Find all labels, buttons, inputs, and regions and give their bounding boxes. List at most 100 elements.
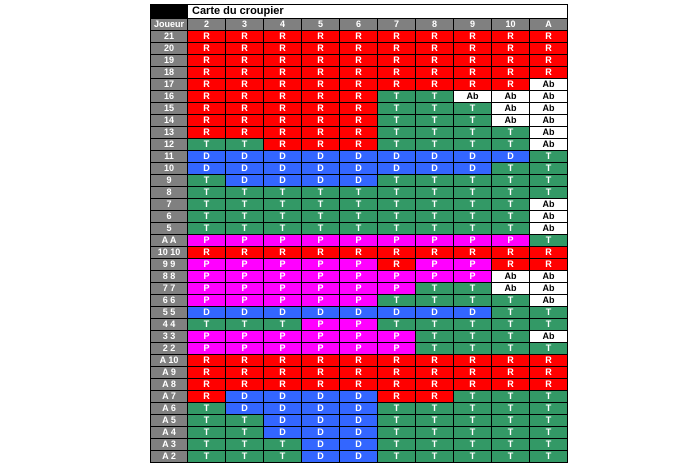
cell-66-vs-6: P bbox=[339, 294, 378, 307]
cell-88-vs-2: P bbox=[187, 270, 226, 283]
row-20: 20 R R R R R R R R R R bbox=[150, 42, 568, 55]
cell-8-vs-7: T bbox=[377, 186, 416, 199]
cell-14-vs-5: R bbox=[301, 114, 340, 127]
player-hand-label-13: 13 bbox=[150, 126, 188, 139]
player-hand-label-5-5: 5 5 bbox=[150, 306, 188, 319]
cell-33-vs-4: P bbox=[263, 330, 302, 343]
cell-A8-vs-6: R bbox=[339, 378, 378, 391]
cell-A5-vs-7: T bbox=[377, 414, 416, 427]
cell-A8-vs-8: R bbox=[415, 378, 454, 391]
cell-88-vs-6: P bbox=[339, 270, 378, 283]
cell-17-vs-3: R bbox=[225, 78, 264, 91]
cell-A3-vs-9: T bbox=[453, 438, 492, 451]
cell-33-vs-6: P bbox=[339, 330, 378, 343]
cell-22-vs-3: P bbox=[225, 342, 264, 355]
cell-88-vs-8: P bbox=[415, 270, 454, 283]
cell-99-vs-6: P bbox=[339, 258, 378, 271]
cell-19-vs-8: R bbox=[415, 54, 454, 67]
cell-5-vs-4: T bbox=[263, 222, 302, 235]
cell-A8-vs-4: R bbox=[263, 378, 302, 391]
cell-18-vs-7: R bbox=[377, 66, 416, 79]
player-hand-label-10-10: 10 10 bbox=[150, 246, 188, 259]
player-hand-label-7: 7 bbox=[150, 198, 188, 211]
cell-22-vs-6: P bbox=[339, 342, 378, 355]
cell-19-vs-4: R bbox=[263, 54, 302, 67]
cell-9-vs-5: D bbox=[301, 174, 340, 187]
player-hand-label-A-6: A 6 bbox=[150, 402, 188, 415]
cell-66-vs-4: P bbox=[263, 294, 302, 307]
cell-1010-vs-2: R bbox=[187, 246, 226, 259]
cell-A7-vs-5: D bbox=[301, 390, 340, 403]
cell-1010-vs-7: R bbox=[377, 246, 416, 259]
cell-A6-vs-3: D bbox=[225, 402, 264, 415]
cell-A4-vs-8: T bbox=[415, 426, 454, 439]
player-hand-label-3-3: 3 3 bbox=[150, 330, 188, 343]
cell-44-vs-A: T bbox=[529, 318, 568, 331]
cell-A3-vs-4: T bbox=[263, 438, 302, 451]
cell-8-vs-A: T bbox=[529, 186, 568, 199]
cell-16-vs-A: Ab bbox=[529, 90, 568, 103]
player-hand-label-16: 16 bbox=[150, 90, 188, 103]
cell-44-vs-3: T bbox=[225, 318, 264, 331]
cell-A7-vs-8: R bbox=[415, 390, 454, 403]
cell-12-vs-6: R bbox=[339, 138, 378, 151]
cell-19-vs-9: R bbox=[453, 54, 492, 67]
cell-18-vs-4: R bbox=[263, 66, 302, 79]
cell-21-vs-7: R bbox=[377, 30, 416, 43]
cell-21-vs-9: R bbox=[453, 30, 492, 43]
cell-14-vs-9: T bbox=[453, 114, 492, 127]
cell-99-vs-5: P bbox=[301, 258, 340, 271]
cell-77-vs-9: T bbox=[453, 282, 492, 295]
cell-99-vs-8: P bbox=[415, 258, 454, 271]
cell-A7-vs-9: T bbox=[453, 390, 492, 403]
cell-19-vs-7: R bbox=[377, 54, 416, 67]
player-hand-label-21: 21 bbox=[150, 30, 188, 43]
player-hand-label-20: 20 bbox=[150, 42, 188, 55]
cell-A3-vs-10: T bbox=[491, 438, 530, 451]
cell-7-vs-3: T bbox=[225, 198, 264, 211]
cell-A3-vs-6: D bbox=[339, 438, 378, 451]
row-21: 21 R R R R R R R R R R bbox=[150, 30, 568, 43]
row-10: 10 D D D D D D D D T T bbox=[150, 162, 568, 175]
cell-18-vs-3: R bbox=[225, 66, 264, 79]
cell-A6-vs-2: T bbox=[187, 402, 226, 415]
cell-A8-vs-9: R bbox=[453, 378, 492, 391]
cell-A9-vs-5: R bbox=[301, 366, 340, 379]
cell-20-vs-10: R bbox=[491, 42, 530, 55]
cell-14-vs-8: T bbox=[415, 114, 454, 127]
cell-A9-vs-4: R bbox=[263, 366, 302, 379]
cell-AA-vs-7: P bbox=[377, 234, 416, 247]
cell-21-vs-10: R bbox=[491, 30, 530, 43]
cell-A5-vs-9: T bbox=[453, 414, 492, 427]
cell-14-vs-A: Ab bbox=[529, 114, 568, 127]
row-14: 14 R R R R R T T T Ab Ab bbox=[150, 114, 568, 127]
player-header: Joueur bbox=[150, 18, 188, 31]
dealer-card-header-7: 7 bbox=[377, 18, 416, 31]
player-hand-label-6: 6 bbox=[150, 210, 188, 223]
cell-7-vs-10: T bbox=[491, 198, 530, 211]
cell-A5-vs-8: T bbox=[415, 414, 454, 427]
cell-15-vs-A: Ab bbox=[529, 102, 568, 115]
row-A-10: A 10 R R R R R R R R R R bbox=[150, 354, 568, 367]
cell-8-vs-5: T bbox=[301, 186, 340, 199]
cell-A10-vs-2: R bbox=[187, 354, 226, 367]
cell-18-vs-9: R bbox=[453, 66, 492, 79]
cell-16-vs-6: R bbox=[339, 90, 378, 103]
player-hand-label-9: 9 bbox=[150, 174, 188, 187]
cell-77-vs-4: P bbox=[263, 282, 302, 295]
cell-A9-vs-6: R bbox=[339, 366, 378, 379]
cell-18-vs-2: R bbox=[187, 66, 226, 79]
cell-AA-vs-6: P bbox=[339, 234, 378, 247]
cell-A9-vs-2: R bbox=[187, 366, 226, 379]
cell-A6-vs-10: T bbox=[491, 402, 530, 415]
player-hand-label-10: 10 bbox=[150, 162, 188, 175]
row-13: 13 R R R R R T T T T Ab bbox=[150, 126, 568, 139]
cell-A4-vs-3: T bbox=[225, 426, 264, 439]
cell-13-vs-6: R bbox=[339, 126, 378, 139]
cell-14-vs-6: R bbox=[339, 114, 378, 127]
cell-A6-vs-8: T bbox=[415, 402, 454, 415]
cell-5-vs-8: T bbox=[415, 222, 454, 235]
